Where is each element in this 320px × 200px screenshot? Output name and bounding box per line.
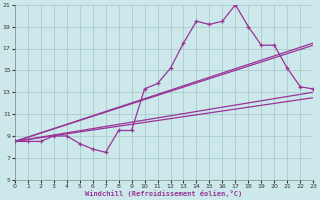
X-axis label: Windchill (Refroidissement éolien,°C): Windchill (Refroidissement éolien,°C) [85, 190, 243, 197]
